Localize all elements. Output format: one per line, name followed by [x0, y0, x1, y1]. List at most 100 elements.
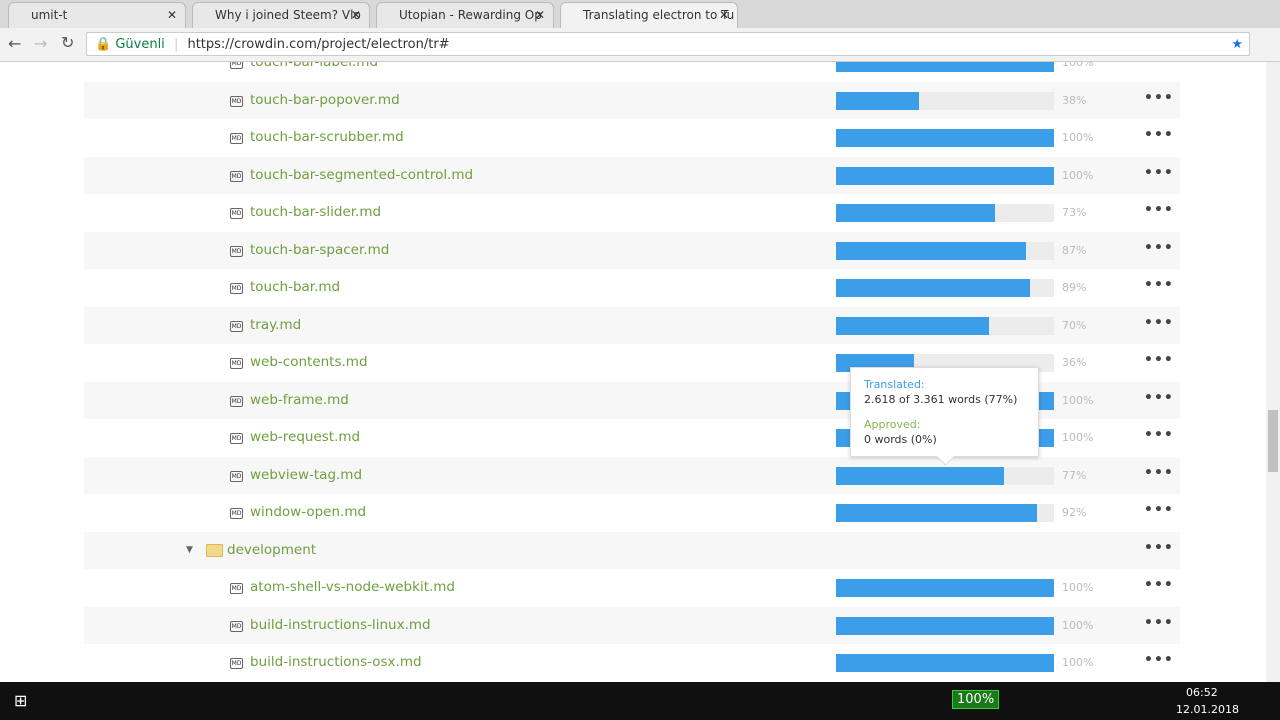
tab[interactable]: umit-t ✕	[8, 2, 186, 28]
progress-label: 36%	[1062, 356, 1087, 370]
clock-time[interactable]: 06:52	[1186, 686, 1218, 699]
row-menu[interactable]: •••	[1144, 464, 1174, 481]
file-icon: MD	[230, 62, 243, 70]
file-name[interactable]: build-instructions-linux.md	[250, 616, 431, 633]
file-icon: MD	[230, 508, 243, 520]
file-name[interactable]: touch-bar-spacer.md	[250, 241, 390, 258]
progress-label: 100%	[1062, 581, 1094, 595]
row-menu[interactable]: •••	[1144, 577, 1174, 594]
tab-close[interactable]: ✕	[718, 8, 729, 22]
scroll-thumb[interactable]	[1268, 410, 1278, 472]
progress-label: 73%	[1062, 206, 1087, 220]
row-menu[interactable]: •••	[1144, 239, 1174, 256]
url: https://crowdin.com/project/electron/tr#	[187, 37, 450, 52]
tab-close[interactable]: ✕	[166, 8, 177, 22]
progress-label: 87%	[1062, 243, 1087, 257]
row-menu[interactable]: •••	[1144, 539, 1174, 556]
tab-title: Translating electron to Tu	[583, 8, 735, 22]
folder-name[interactable]: development	[227, 541, 317, 558]
row-menu[interactable]: •••	[1144, 202, 1174, 219]
file-name[interactable]: touch-bar-slider.md	[250, 204, 382, 221]
progress-fill	[836, 316, 989, 335]
progress-bar	[836, 579, 1054, 598]
tab-close[interactable]: ✕	[534, 8, 545, 22]
file-name[interactable]: touch-bar-segmented-control.md	[250, 166, 474, 183]
row-menu[interactable]: •••	[1144, 62, 1174, 77]
row-menu[interactable]: •••	[1144, 614, 1174, 631]
progress-label: 100%	[1062, 656, 1094, 670]
tab-title: Utopian - Rewarding Op	[399, 8, 542, 22]
file-icon: MD	[230, 658, 243, 670]
progress-label: 92%	[1062, 506, 1087, 520]
bookmark-star[interactable]: ★	[1231, 37, 1243, 52]
row-menu[interactable]: •••	[1144, 89, 1174, 106]
lock-icon: 🔒	[95, 37, 112, 52]
omnibox[interactable]: 🔒 Güvenli | https://crowdin.com/project/…	[86, 32, 1250, 56]
file-icon: MD	[230, 170, 243, 182]
progress-bar	[836, 316, 1054, 335]
file-name[interactable]: atom-shell-vs-node-webkit.md	[250, 579, 455, 596]
tooltip-approved-text: 0 words (0%)	[864, 433, 937, 446]
clock-date[interactable]: 12.01.2018	[1176, 703, 1239, 716]
progress-bar	[836, 166, 1054, 185]
tab[interactable]: Why i joined Steem? Vlo ✕	[192, 2, 370, 28]
progress-fill	[836, 579, 1054, 598]
file-name[interactable]: webview-tag.md	[250, 466, 363, 483]
file-name[interactable]: window-open.md	[250, 504, 367, 521]
start-button[interactable]: ⊞	[14, 691, 28, 710]
file-icon: MD	[230, 95, 243, 107]
row-menu[interactable]: •••	[1144, 352, 1174, 369]
progress-fill	[836, 466, 1004, 485]
row-menu[interactable]: •••	[1144, 127, 1174, 144]
file-name[interactable]: touch-bar-popover.md	[250, 91, 400, 108]
row-menu[interactable]: •••	[1144, 502, 1174, 519]
tab[interactable]: Utopian - Rewarding Op ✕	[376, 2, 554, 28]
address-bar: ← → ↻ 🔒 Güvenli | https://crowdin.com/pr…	[0, 28, 1280, 62]
progress-bar	[836, 129, 1054, 148]
file-name[interactable]: touch-bar-scrubber.md	[250, 129, 404, 146]
back-button[interactable]: ←	[8, 34, 22, 53]
reload-button[interactable]: ↻	[61, 33, 75, 52]
file-row: MD touch-bar-spacer.md 87% •••	[84, 231, 1180, 270]
tooltip-approved-title: Approved:	[864, 418, 921, 431]
row-menu[interactable]: •••	[1144, 314, 1174, 331]
progress-label: 100%	[1062, 168, 1094, 182]
row-menu[interactable]: •••	[1144, 277, 1174, 294]
file-name[interactable]: web-request.md	[250, 429, 361, 446]
progress-label: 77%	[1062, 468, 1087, 482]
row-menu[interactable]: •••	[1144, 389, 1174, 406]
file-name[interactable]: web-frame.md	[250, 391, 349, 408]
file-name[interactable]: touch-bar.md	[250, 279, 341, 296]
tab-close[interactable]: ✕	[350, 8, 361, 22]
progress-bar	[836, 466, 1054, 485]
tab-title: Why i joined Steem? Vlo	[215, 8, 361, 22]
file-icon: MD	[230, 470, 243, 482]
file-row: MD webview-tag.md 77% •••	[84, 456, 1180, 495]
tooltip-translated-text: 2.618 of 3.361 words (77%)	[864, 393, 1018, 406]
tab[interactable]: Translating electron to Tu ✕	[560, 2, 738, 28]
progress-fill	[836, 279, 1031, 298]
scrollbar[interactable]	[1266, 62, 1280, 682]
file-name[interactable]: web-contents.md	[250, 354, 368, 371]
row-menu[interactable]: •••	[1144, 164, 1174, 181]
progress-fill	[836, 616, 1054, 635]
battery[interactable]: 100%	[952, 690, 1000, 709]
file-icon: MD	[230, 395, 243, 407]
progress-bar	[836, 62, 1054, 73]
tooltip: Translated: 2.618 of 3.361 words (77%) A…	[850, 367, 1039, 466]
row-menu[interactable]: •••	[1144, 427, 1174, 444]
expand-arrow: ▼	[186, 544, 193, 555]
progress-fill	[836, 504, 1037, 523]
taskbar: ⊞ 100% 06:52 12.01.2018	[0, 682, 1280, 720]
file-icon: MD	[230, 433, 243, 445]
progress-bar	[836, 654, 1054, 673]
row-menu[interactable]: •••	[1144, 652, 1174, 669]
progress-fill	[836, 91, 919, 110]
file-name[interactable]: build-instructions-osx.md	[250, 654, 422, 671]
forward-button[interactable]: →	[34, 34, 48, 53]
folder-icon	[206, 543, 223, 557]
file-name[interactable]: tray.md	[250, 316, 302, 333]
file-name[interactable]: touch-bar-label.md	[250, 62, 379, 71]
